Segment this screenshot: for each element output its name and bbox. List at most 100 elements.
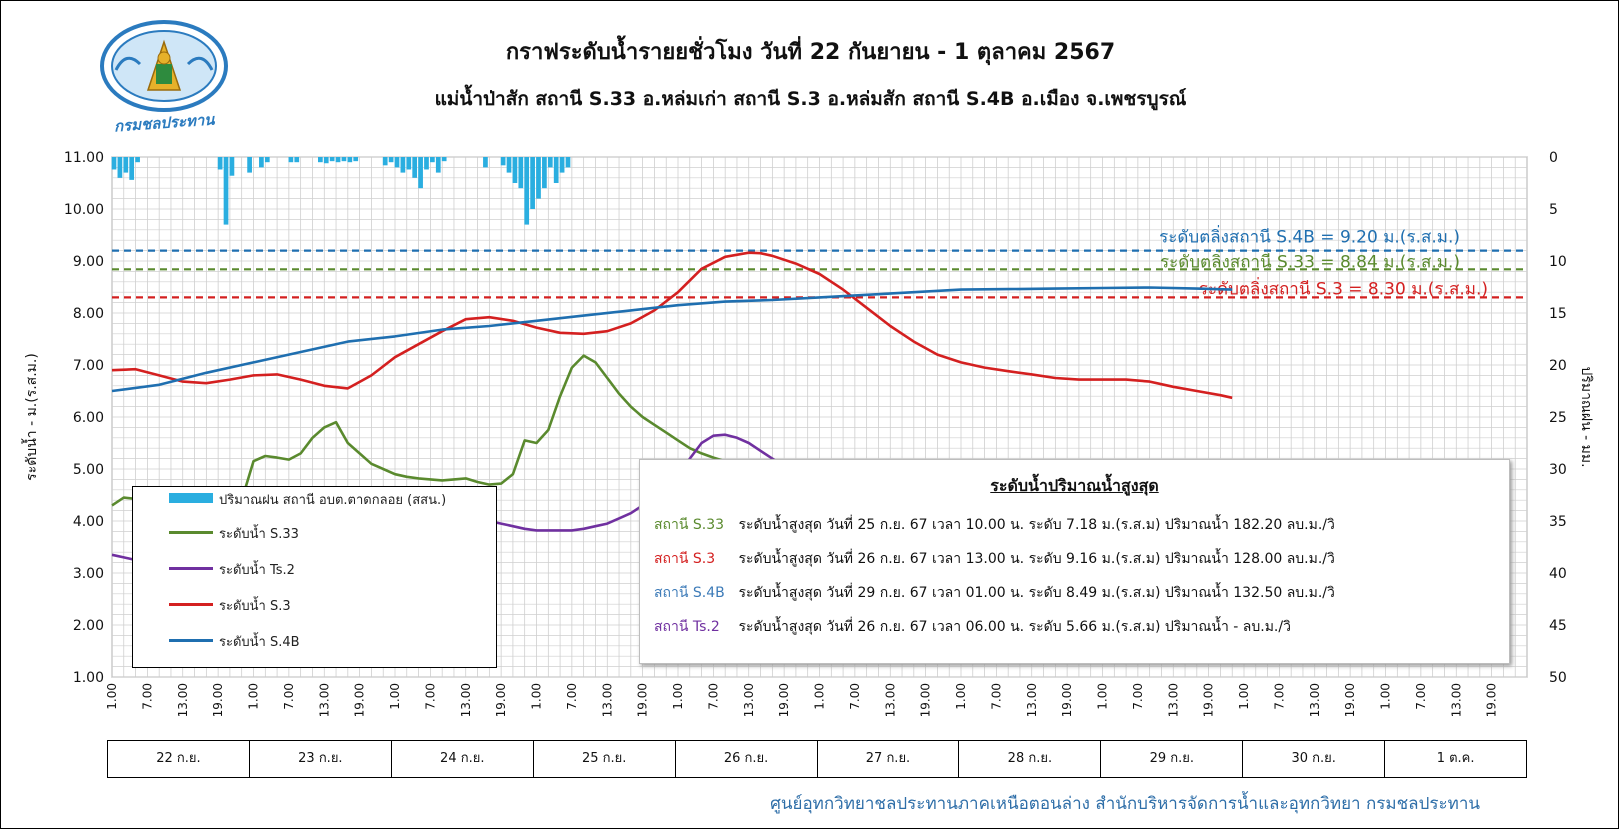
x-tick-label: 13.00 <box>1166 683 1180 717</box>
x-tick-label: 19.00 <box>1485 683 1499 717</box>
rain-bar <box>264 157 270 163</box>
x-tick-label: 7.00 <box>989 683 1003 710</box>
rain-bar <box>406 157 412 170</box>
x-tick-label: 1.00 <box>530 683 544 710</box>
day-label: 24 ก.ย. <box>392 741 534 777</box>
x-tick-label: 7.00 <box>1272 683 1286 710</box>
day-label: 27 ก.ย. <box>818 741 960 777</box>
rain-bar <box>547 157 553 168</box>
max-box-title: ระดับน้ำปริมาณน้ำสูงสุด <box>990 476 1159 495</box>
y-tick-right: 35 <box>1549 514 1567 530</box>
rain-bar <box>430 157 435 163</box>
y-tick-left: 10.00 <box>64 202 104 218</box>
rain-bar <box>553 157 559 183</box>
rain-bar <box>424 157 429 170</box>
x-tick-label: 1.00 <box>813 683 827 710</box>
day-label: 29 ก.ย. <box>1101 741 1244 777</box>
rain-bar <box>418 157 423 189</box>
y-tick-right: 0 <box>1549 150 1558 166</box>
bank-level-label: ระดับตลิ่งสถานี S.33 = 8.84 ม.(ร.ส.ม.) <box>1160 249 1460 272</box>
y-tick-left: 2.00 <box>73 618 104 634</box>
y-tick-left: 4.00 <box>73 514 104 530</box>
bank-level-label: ระดับตลิ่งสถานี S.4B = 9.20 ม.(ร.ส.ม.) <box>1159 225 1460 248</box>
x-tick-label: 7.00 <box>282 683 296 710</box>
y-tick-left: 1.00 <box>73 670 104 686</box>
x-tick-label: 13.00 <box>317 683 331 717</box>
legend-label: ระดับน้ำ S.4B <box>219 635 300 650</box>
rain-bar <box>347 157 353 163</box>
bank-level-label: ระดับตลิ่งสถานี S.3 = 8.30 ม.(ร.ส.ม.) <box>1199 276 1488 299</box>
rain-bar <box>412 157 418 178</box>
y-tick-right: 50 <box>1549 670 1567 686</box>
logo-seal-icon: กรมชลประทาน <box>100 20 228 132</box>
x-tick-label: 19.00 <box>777 683 791 717</box>
x-tick-label: 13.00 <box>742 683 756 717</box>
rain-bar <box>524 157 530 225</box>
x-tick-label: 7.00 <box>423 683 437 710</box>
x-tick-label: 1.00 <box>1379 683 1393 710</box>
x-tick-label: 19.00 <box>1202 683 1216 717</box>
station-name: สถานี Ts.2 <box>654 619 720 635</box>
station-name: สถานี S.3 <box>654 551 716 567</box>
rain-bar <box>536 157 541 199</box>
day-label: 28 ก.ย. <box>959 741 1102 777</box>
rain-bar <box>565 157 571 168</box>
rain-bar <box>542 157 547 189</box>
x-tick-label: 19.00 <box>636 683 650 717</box>
rain-bar <box>123 157 129 173</box>
x-tick-label: 7.00 <box>1131 683 1145 710</box>
x-tick-label: 13.00 <box>1308 683 1322 717</box>
y-tick-left: 5.00 <box>73 462 104 478</box>
x-tick-label: 7.00 <box>848 683 862 710</box>
y-tick-left: 8.00 <box>73 306 104 322</box>
legend-swatch <box>169 493 213 503</box>
rain-bar <box>294 157 300 163</box>
y-tick-right: 45 <box>1549 618 1567 634</box>
x-tick-label: 13.00 <box>1449 683 1463 717</box>
legend-swatch <box>169 603 213 606</box>
x-tick-label: 19.00 <box>1060 683 1074 717</box>
rain-bar <box>317 157 323 163</box>
series-line-s3 <box>111 251 1233 400</box>
max-level-box: ระดับน้ำปริมาณน้ำสูงสุด สถานี S.33 ระดับ… <box>639 459 1510 664</box>
x-tick-label: 7.00 <box>140 683 154 710</box>
series-line-s33 <box>111 354 785 507</box>
rain-bar <box>323 157 329 164</box>
x-tick-label: 13.00 <box>1025 683 1039 717</box>
x-tick-label: 19.00 <box>1343 683 1357 717</box>
day-labels-bar: 22 ก.ย. 23 ก.ย. 24 ก.ย. 25 ก.ย. 26 ก.ย. 27 ก.… <box>107 740 1527 778</box>
axes: 1.00 2.00 3.00 4.00 5.00 6.00 7.00 8.00 9.00 10.0… <box>21 150 1594 717</box>
x-tick-label: 1.00 <box>388 683 402 710</box>
rain-bar <box>530 157 535 209</box>
rain-bar <box>223 157 229 225</box>
y-tick-right: 30 <box>1549 462 1567 478</box>
rain-bar <box>329 157 335 162</box>
x-tick-label: 1.00 <box>105 683 119 710</box>
legend-label: ระดับน้ำ Ts.2 <box>219 563 295 578</box>
day-label: 1 ต.ค. <box>1436 751 1475 766</box>
rain-bar <box>435 157 441 173</box>
legend-label: ระดับน้ำ S.3 <box>219 599 291 614</box>
footer-credit: ศูนย์อุทกวิทยาชลประทานภาคเหนือตอนล่าง สำ… <box>770 794 1480 814</box>
x-tick-label: 7.00 <box>565 683 579 710</box>
x-tick-label: 1.00 <box>1096 683 1110 710</box>
x-tick-label: 19.00 <box>494 683 508 717</box>
rain-bar <box>512 157 518 183</box>
x-tick-label: 13.00 <box>176 683 190 717</box>
station-name: สถานี S.4B <box>654 585 725 601</box>
max-level-text: ระดับน้ำสูงสุด วันที่ 25 ก.ย. 67 เวลา 10… <box>734 517 1335 533</box>
y-tick-left: 3.00 <box>73 566 104 582</box>
max-level-text: ระดับน้ำสูงสุด วันที่ 26 ก.ย. 67 เวลา 13… <box>734 551 1335 567</box>
x-tick-label: 1.00 <box>671 683 685 710</box>
x-tick-label: 19.00 <box>353 683 367 717</box>
y-tick-left: 7.00 <box>73 358 104 374</box>
x-tick-label: 1.00 <box>247 683 261 710</box>
max-level-row: สถานี S.4B ระดับน้ำสูงสุด วันที่ 29 ก.ย.… <box>654 582 1335 604</box>
day-label: 23 ก.ย. <box>250 741 392 777</box>
rain-bar <box>441 157 447 162</box>
reference-lines: ระดับตลิ่งสถานี S.4B = 9.20 ม.(ร.ส.ม.)ระ… <box>112 225 1527 299</box>
y-tick-right: 15 <box>1549 306 1567 322</box>
rain-bar <box>388 157 394 163</box>
chart-title: กราฟระดับน้ำรายยชั่วโมง วันที่ 22 กันยาย… <box>505 40 1116 65</box>
